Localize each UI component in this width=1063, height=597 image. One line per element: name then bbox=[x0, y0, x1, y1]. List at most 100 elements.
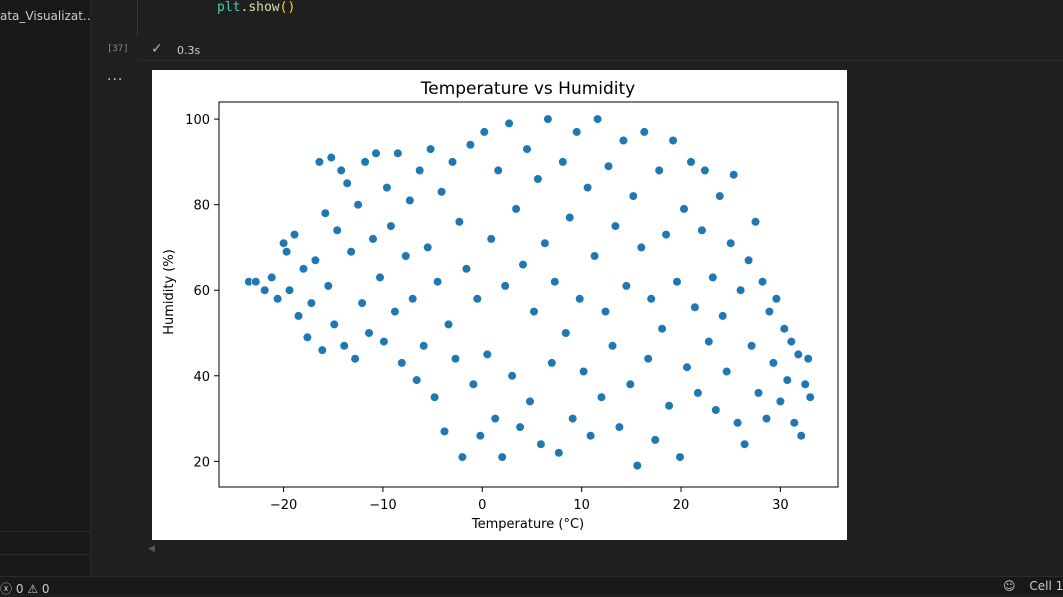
scatter-point bbox=[386, 221, 396, 231]
scatter-point bbox=[350, 354, 360, 364]
scatter-point bbox=[618, 135, 629, 146]
scatter-chart: Temperature vs Humidity −20 −10 0 10 20 30 20 4… bbox=[162, 79, 839, 532]
scatter-point bbox=[490, 414, 500, 424]
scatter-point bbox=[346, 247, 356, 257]
scatter-point bbox=[302, 332, 312, 342]
scatter-point bbox=[515, 422, 525, 432]
scatter-point bbox=[357, 298, 367, 308]
scatter-point bbox=[768, 358, 779, 368]
code-token-parens: () bbox=[279, 0, 296, 15]
scatter-point bbox=[457, 452, 468, 462]
scatter-point bbox=[482, 349, 492, 360]
scatter-point bbox=[439, 426, 450, 437]
scatter-point bbox=[282, 247, 292, 257]
scatter-point bbox=[375, 272, 385, 282]
scatter-point bbox=[408, 294, 418, 304]
x-tick-label: −20 bbox=[270, 498, 297, 513]
scatter-point bbox=[757, 277, 768, 287]
scatter-point bbox=[454, 217, 465, 227]
scatter-point bbox=[497, 452, 507, 462]
scatter-point bbox=[607, 341, 618, 351]
scatter-point bbox=[310, 255, 320, 265]
scatter-point bbox=[690, 302, 700, 312]
scatter-point bbox=[419, 341, 429, 351]
cell-indicator[interactable]: Cell 1 bbox=[1029, 579, 1063, 593]
sidebar-file-item[interactable]: ata_Visualizat... bbox=[0, 9, 91, 23]
scatter-point bbox=[468, 379, 479, 389]
scatter-point bbox=[251, 277, 261, 287]
scatter-point bbox=[586, 431, 596, 441]
scatter-point bbox=[779, 324, 789, 334]
horizontal-scrollbar[interactable] bbox=[157, 546, 1063, 552]
scatter-point bbox=[447, 157, 458, 167]
scatter-point bbox=[472, 294, 482, 304]
scatter-point bbox=[697, 225, 707, 235]
scatter-point bbox=[718, 311, 728, 321]
scatter-point bbox=[379, 337, 389, 347]
scatter-point bbox=[260, 285, 270, 295]
axes-layer: −20 −10 0 10 20 30 20 40 60 80 100 bbox=[185, 101, 839, 513]
scatter-point bbox=[317, 345, 327, 355]
scatter-point bbox=[401, 251, 411, 261]
scatter-point bbox=[475, 431, 485, 441]
y-tick-label: 20 bbox=[193, 455, 210, 470]
scatter-point bbox=[572, 127, 582, 137]
scatter-point bbox=[628, 191, 638, 201]
scatter-point bbox=[554, 448, 564, 458]
check-icon: ✓ bbox=[151, 41, 163, 57]
scatter-point bbox=[540, 238, 550, 248]
scatter-point bbox=[711, 405, 721, 415]
scatter-point bbox=[704, 337, 714, 347]
scatter-point bbox=[558, 157, 568, 167]
scatter-point bbox=[393, 148, 403, 158]
scatter-point bbox=[746, 341, 757, 351]
scatter-point bbox=[693, 388, 703, 398]
statusbar-right: ☺ Cell 1 bbox=[1003, 579, 1063, 593]
scroll-left-arrow-icon[interactable]: ◀ bbox=[148, 544, 155, 554]
notebook-editor: plt.show() [37] ✓ 0.3s ... Temperature v… bbox=[91, 0, 1063, 576]
output-more-actions-button[interactable]: ... bbox=[107, 68, 124, 84]
scatter-point bbox=[789, 418, 799, 428]
scatter-point bbox=[596, 392, 607, 402]
scatter-point bbox=[522, 144, 532, 154]
explorer-sidebar: ata_Visualizat... bbox=[0, 0, 91, 576]
scatter-point bbox=[650, 435, 660, 445]
scatter-point bbox=[336, 165, 346, 175]
warning-triangle-icon: ⚠ bbox=[27, 582, 39, 596]
scatter-point bbox=[533, 174, 543, 184]
scatter-point bbox=[636, 242, 646, 252]
scatter-point bbox=[700, 165, 710, 175]
scatter-point bbox=[529, 307, 539, 317]
scatter-point bbox=[339, 341, 349, 351]
scatter-point bbox=[518, 260, 528, 270]
scatter-point bbox=[708, 272, 718, 282]
scatter-point bbox=[293, 311, 304, 321]
scatter-point bbox=[329, 319, 339, 329]
scatter-point bbox=[486, 234, 496, 244]
code-cell[interactable]: plt.show() bbox=[137, 0, 1063, 36]
code-token-dot: . bbox=[240, 0, 249, 15]
scatter-point bbox=[753, 388, 764, 398]
scatter-point bbox=[443, 319, 454, 329]
scatter-point bbox=[382, 182, 392, 193]
scatter-point bbox=[267, 272, 277, 282]
y-tick-label: 40 bbox=[193, 370, 210, 385]
code-line[interactable]: plt.show() bbox=[217, 0, 295, 15]
scatter-point bbox=[568, 414, 578, 424]
execution-duration: 0.3s bbox=[177, 44, 201, 57]
scatter-point bbox=[775, 396, 786, 407]
plot-frame bbox=[218, 101, 839, 488]
scatter-point bbox=[279, 238, 289, 248]
scatter-point bbox=[593, 114, 603, 124]
copilot-icon[interactable]: ☺ bbox=[1003, 579, 1016, 593]
scatter-point bbox=[465, 140, 476, 150]
scatter-point bbox=[536, 439, 546, 449]
problems-indicator[interactable]: ⓧ 0 ⚠ 0 bbox=[0, 580, 50, 597]
scatter-point bbox=[786, 337, 796, 347]
scatter-point bbox=[600, 307, 611, 317]
cell-divider bbox=[137, 60, 1063, 61]
code-token-object: plt bbox=[217, 0, 241, 15]
execution-count: [37] bbox=[107, 44, 129, 54]
scatter-point bbox=[803, 354, 813, 364]
y-tick-label: 100 bbox=[185, 113, 210, 128]
